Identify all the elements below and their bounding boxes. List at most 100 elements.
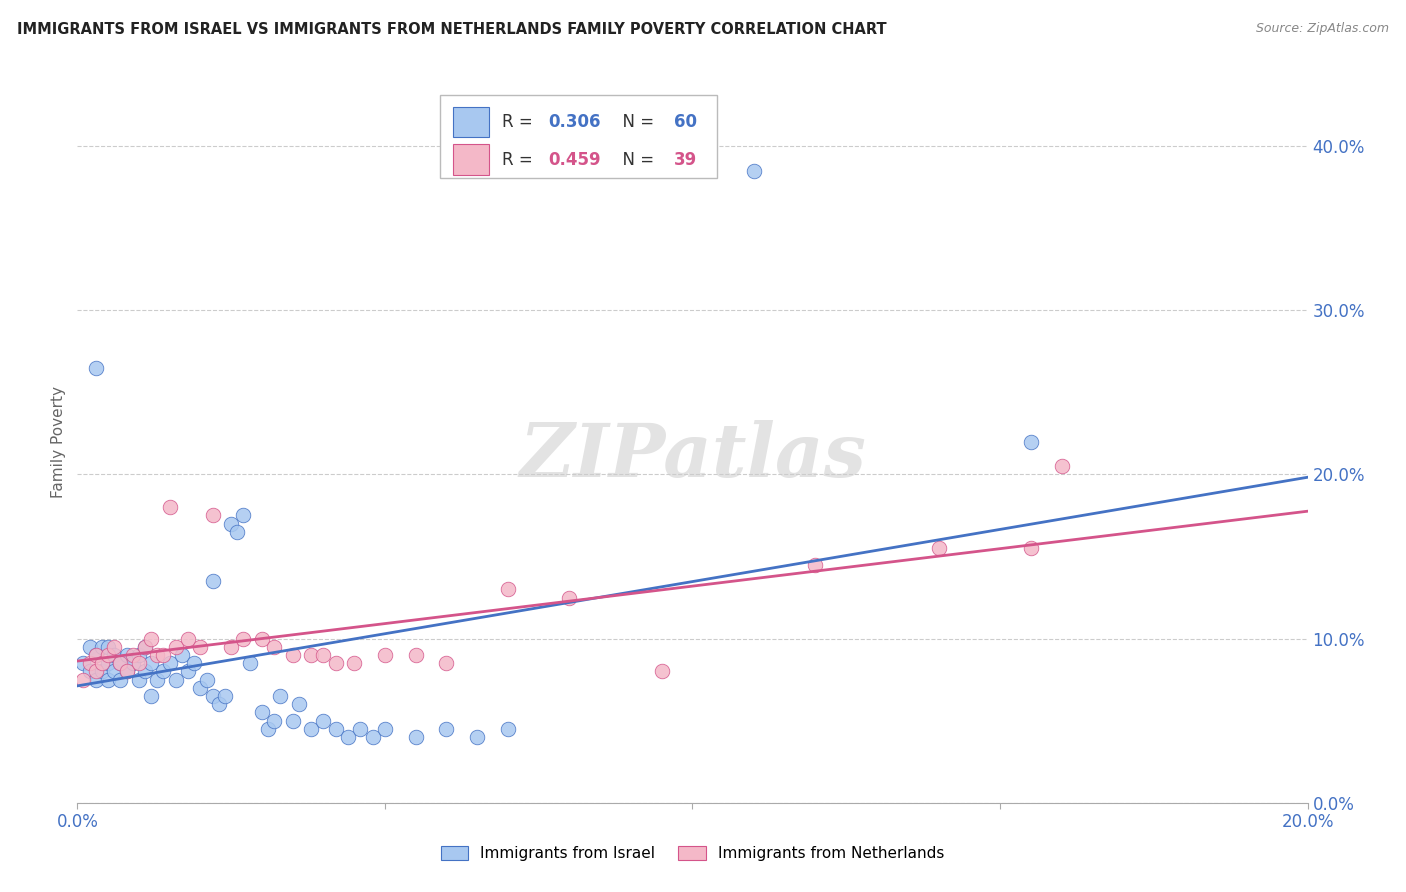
Text: IMMIGRANTS FROM ISRAEL VS IMMIGRANTS FROM NETHERLANDS FAMILY POVERTY CORRELATION: IMMIGRANTS FROM ISRAEL VS IMMIGRANTS FRO… <box>17 22 887 37</box>
Point <box>141 657 163 671</box>
Point <box>79 665 101 679</box>
Point <box>90 665 114 679</box>
Point <box>219 640 242 654</box>
Point <box>325 722 347 736</box>
Point <box>257 722 280 736</box>
Point <box>121 657 143 671</box>
Text: 60: 60 <box>673 113 697 131</box>
Point <box>1019 541 1042 556</box>
Point <box>146 673 169 687</box>
Point <box>97 673 120 687</box>
Point <box>208 698 231 712</box>
Point <box>263 714 285 728</box>
Point <box>152 648 174 662</box>
Point <box>84 648 107 662</box>
Point <box>804 558 827 572</box>
Point <box>146 648 169 662</box>
Point <box>742 163 765 178</box>
Point <box>928 541 950 556</box>
Point <box>405 730 427 744</box>
Point <box>281 714 304 728</box>
Point <box>312 648 335 662</box>
Point <box>183 657 205 671</box>
Text: Source: ZipAtlas.com: Source: ZipAtlas.com <box>1256 22 1389 36</box>
Point <box>250 706 273 720</box>
Point <box>79 657 101 671</box>
Point <box>343 657 366 671</box>
Point <box>103 640 125 654</box>
Point <box>436 657 458 671</box>
FancyBboxPatch shape <box>440 95 717 178</box>
Legend: Immigrants from Israel, Immigrants from Netherlands: Immigrants from Israel, Immigrants from … <box>434 839 950 867</box>
Text: 0.459: 0.459 <box>548 151 602 169</box>
Point <box>288 698 311 712</box>
Point <box>177 632 200 646</box>
Point <box>1050 459 1073 474</box>
Point <box>165 673 187 687</box>
Point <box>84 665 107 679</box>
Point <box>558 591 581 605</box>
Point <box>214 689 236 703</box>
Point <box>97 657 120 671</box>
Point <box>325 657 347 671</box>
Point <box>496 582 519 597</box>
Point <box>269 689 291 703</box>
Point <box>188 640 212 654</box>
Point <box>195 673 218 687</box>
Point <box>299 722 322 736</box>
Point <box>170 648 193 662</box>
Point <box>1019 434 1042 449</box>
Point <box>84 673 107 687</box>
Point <box>405 648 427 662</box>
Point <box>188 681 212 695</box>
Point <box>651 665 673 679</box>
Point <box>239 657 262 671</box>
Point <box>103 665 125 679</box>
Text: 39: 39 <box>673 151 697 169</box>
Point <box>103 648 125 662</box>
Point <box>337 730 360 744</box>
Text: R =: R = <box>502 113 537 131</box>
Point <box>115 665 138 679</box>
Point <box>134 640 156 654</box>
Point <box>436 722 458 736</box>
Text: N =: N = <box>613 113 659 131</box>
Point <box>201 689 224 703</box>
Point <box>97 648 120 662</box>
Point <box>374 722 396 736</box>
Point <box>115 648 138 662</box>
Point <box>165 640 187 654</box>
Point <box>79 640 101 654</box>
Point <box>281 648 304 662</box>
Point <box>128 648 150 662</box>
FancyBboxPatch shape <box>453 145 489 175</box>
Point <box>349 722 371 736</box>
Point <box>84 648 107 662</box>
Point <box>84 360 107 375</box>
Text: 0.306: 0.306 <box>548 113 600 131</box>
Point <box>177 665 200 679</box>
Point <box>110 673 132 687</box>
Y-axis label: Family Poverty: Family Poverty <box>51 385 66 498</box>
Point <box>141 689 163 703</box>
Point <box>361 730 384 744</box>
Point <box>299 648 322 662</box>
Point <box>128 673 150 687</box>
Text: ZIPatlas: ZIPatlas <box>519 420 866 492</box>
Point <box>219 516 242 531</box>
Point <box>232 508 254 523</box>
Point <box>128 657 150 671</box>
Point <box>159 500 181 515</box>
FancyBboxPatch shape <box>453 107 489 137</box>
Point <box>72 657 94 671</box>
Point <box>232 632 254 646</box>
Point <box>250 632 273 646</box>
Point <box>121 648 143 662</box>
Point <box>201 574 224 588</box>
Point <box>134 665 156 679</box>
Point <box>201 508 224 523</box>
Point <box>496 722 519 736</box>
Point <box>141 632 163 646</box>
Point <box>263 640 285 654</box>
Point <box>115 665 138 679</box>
